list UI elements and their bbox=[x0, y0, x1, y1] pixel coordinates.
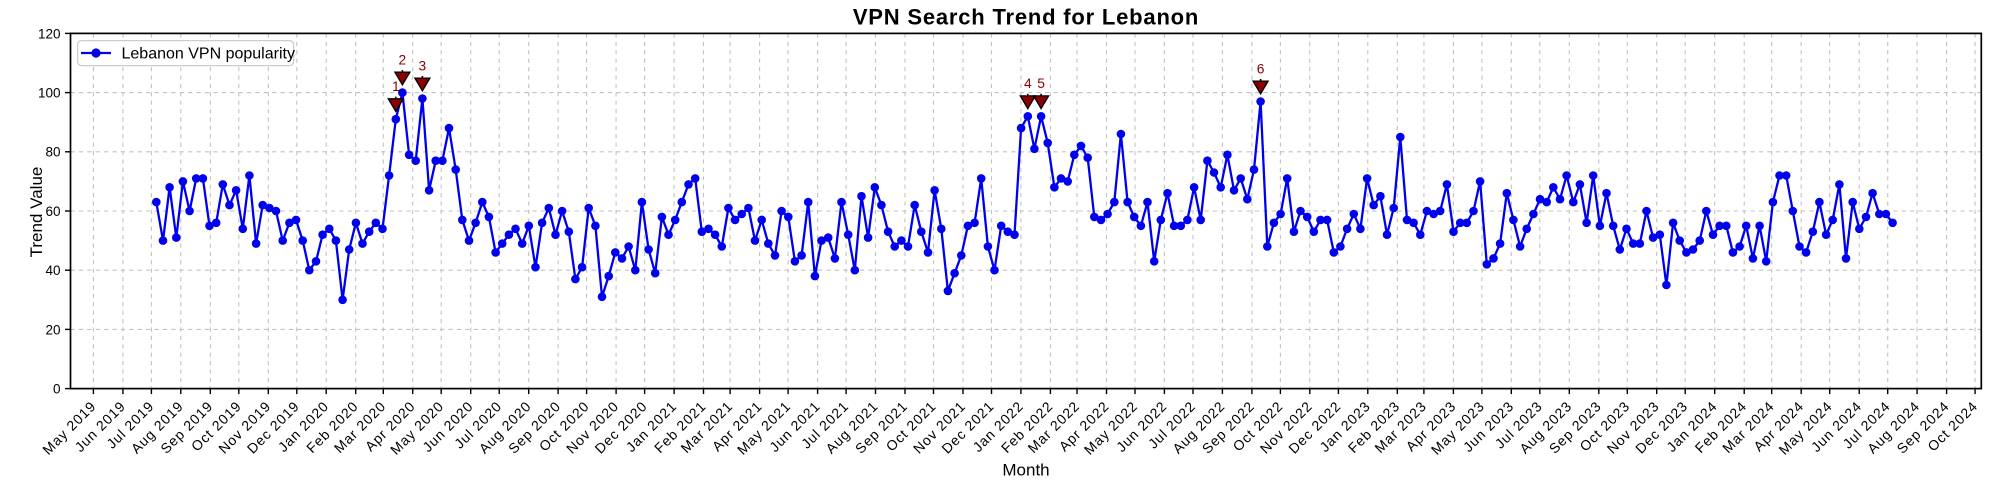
svg-text:Month: Month bbox=[1002, 461, 1049, 480]
svg-text:2: 2 bbox=[399, 53, 407, 68]
svg-text:5: 5 bbox=[1037, 76, 1045, 91]
svg-text:3: 3 bbox=[419, 59, 427, 74]
svg-text:VPN Search Trend for Lebanon: VPN Search Trend for Lebanon bbox=[853, 5, 1199, 30]
svg-text:60: 60 bbox=[45, 204, 60, 219]
svg-text:40: 40 bbox=[45, 263, 60, 278]
svg-text:Lebanon VPN popularity: Lebanon VPN popularity bbox=[122, 46, 295, 63]
svg-text:6: 6 bbox=[1257, 61, 1265, 76]
svg-text:Trend Value: Trend Value bbox=[27, 167, 46, 258]
svg-text:4: 4 bbox=[1024, 76, 1032, 91]
svg-text:120: 120 bbox=[38, 26, 61, 41]
svg-text:1: 1 bbox=[392, 79, 400, 94]
svg-text:100: 100 bbox=[38, 86, 61, 101]
svg-text:20: 20 bbox=[45, 322, 60, 337]
svg-text:0: 0 bbox=[53, 382, 61, 397]
svg-text:80: 80 bbox=[45, 145, 60, 160]
